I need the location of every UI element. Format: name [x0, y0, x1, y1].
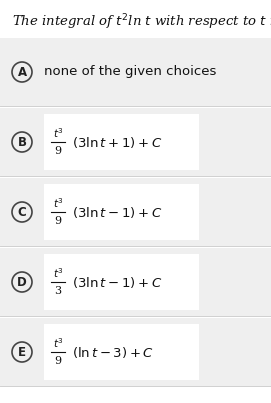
Text: C: C	[18, 206, 26, 218]
Text: $t^3$: $t^3$	[53, 336, 63, 350]
FancyBboxPatch shape	[44, 254, 199, 310]
Text: A: A	[17, 66, 27, 79]
Text: The integral of $t^2$ln $t$ with respect to $t$ is;: The integral of $t^2$ln $t$ with respect…	[12, 12, 271, 32]
FancyBboxPatch shape	[0, 178, 271, 246]
FancyBboxPatch shape	[0, 318, 271, 386]
Text: $(3\mathrm{ln}\, t - 1) + C$: $(3\mathrm{ln}\, t - 1) + C$	[72, 204, 162, 220]
FancyBboxPatch shape	[0, 38, 271, 106]
FancyBboxPatch shape	[44, 324, 199, 380]
Text: $t^3$: $t^3$	[53, 126, 63, 140]
FancyBboxPatch shape	[0, 108, 271, 176]
Text: $(3\mathrm{ln}\, t - 1) + C$: $(3\mathrm{ln}\, t - 1) + C$	[72, 274, 162, 289]
FancyBboxPatch shape	[44, 184, 199, 240]
FancyBboxPatch shape	[0, 248, 271, 316]
FancyBboxPatch shape	[44, 114, 199, 170]
Text: 3: 3	[54, 286, 62, 296]
Text: none of the given choices: none of the given choices	[44, 66, 216, 79]
Text: 9: 9	[54, 356, 62, 366]
Text: E: E	[18, 345, 26, 359]
Text: B: B	[18, 135, 27, 148]
Text: D: D	[17, 276, 27, 289]
Text: $t^3$: $t^3$	[53, 266, 63, 280]
Text: $(\mathrm{ln}\, t - 3) + C$: $(\mathrm{ln}\, t - 3) + C$	[72, 345, 154, 359]
Text: 9: 9	[54, 146, 62, 156]
Text: $t^3$: $t^3$	[53, 196, 63, 210]
Text: $(3\mathrm{ln}\, t + 1) + C$: $(3\mathrm{ln}\, t + 1) + C$	[72, 135, 162, 150]
Text: 9: 9	[54, 216, 62, 226]
